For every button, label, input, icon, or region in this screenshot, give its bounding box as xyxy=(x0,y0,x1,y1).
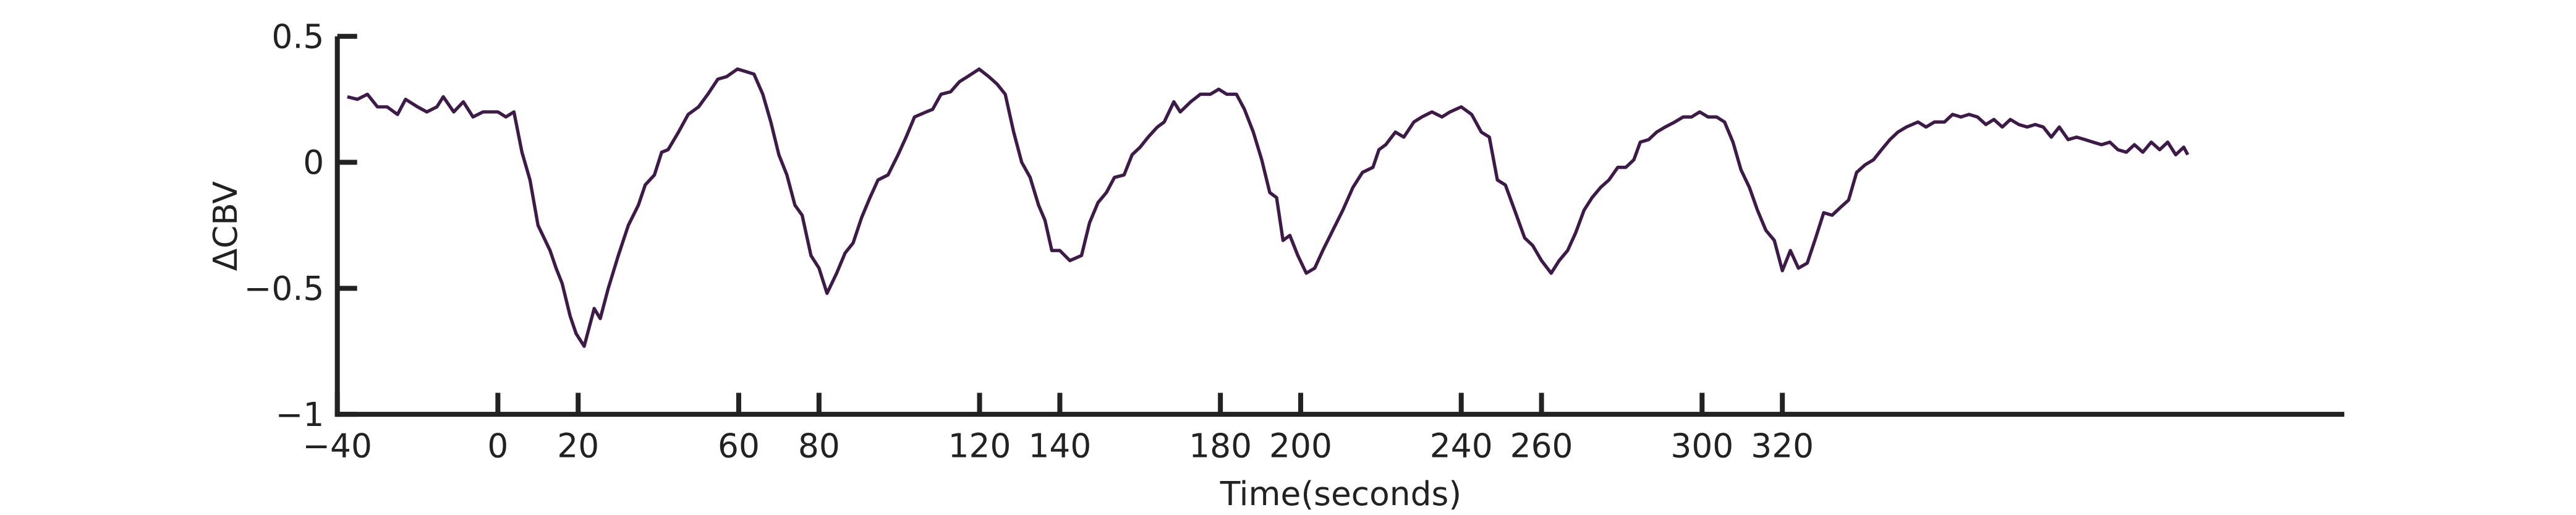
x-tick-label: 260 xyxy=(1510,427,1573,466)
x-tick-label: 0 xyxy=(487,427,508,466)
x-tick-label: 20 xyxy=(557,427,599,466)
x-tick-label: 300 xyxy=(1670,427,1733,466)
y-tick-label: 0.5 xyxy=(271,17,324,56)
x-tick-label: 60 xyxy=(718,427,760,466)
x-tick-label: 200 xyxy=(1269,427,1332,466)
x-tick-label: 120 xyxy=(948,427,1011,466)
y-tick-label: −1 xyxy=(276,395,325,434)
y-tick-label: −0.5 xyxy=(244,269,325,308)
data-line xyxy=(347,67,2190,348)
y-axis-label: ΔCBV xyxy=(206,181,245,271)
y-tick-label: 0 xyxy=(303,143,324,182)
x-tick-label: 140 xyxy=(1028,427,1091,466)
x-tick-label: 240 xyxy=(1430,427,1493,466)
x-axis-label: Time(seconds) xyxy=(1220,474,1461,513)
x-tick-label: −40 xyxy=(302,427,372,466)
x-tick-label: 320 xyxy=(1751,427,1814,466)
x-tick-label: 80 xyxy=(798,427,840,466)
x-tick-label: 180 xyxy=(1189,427,1252,466)
